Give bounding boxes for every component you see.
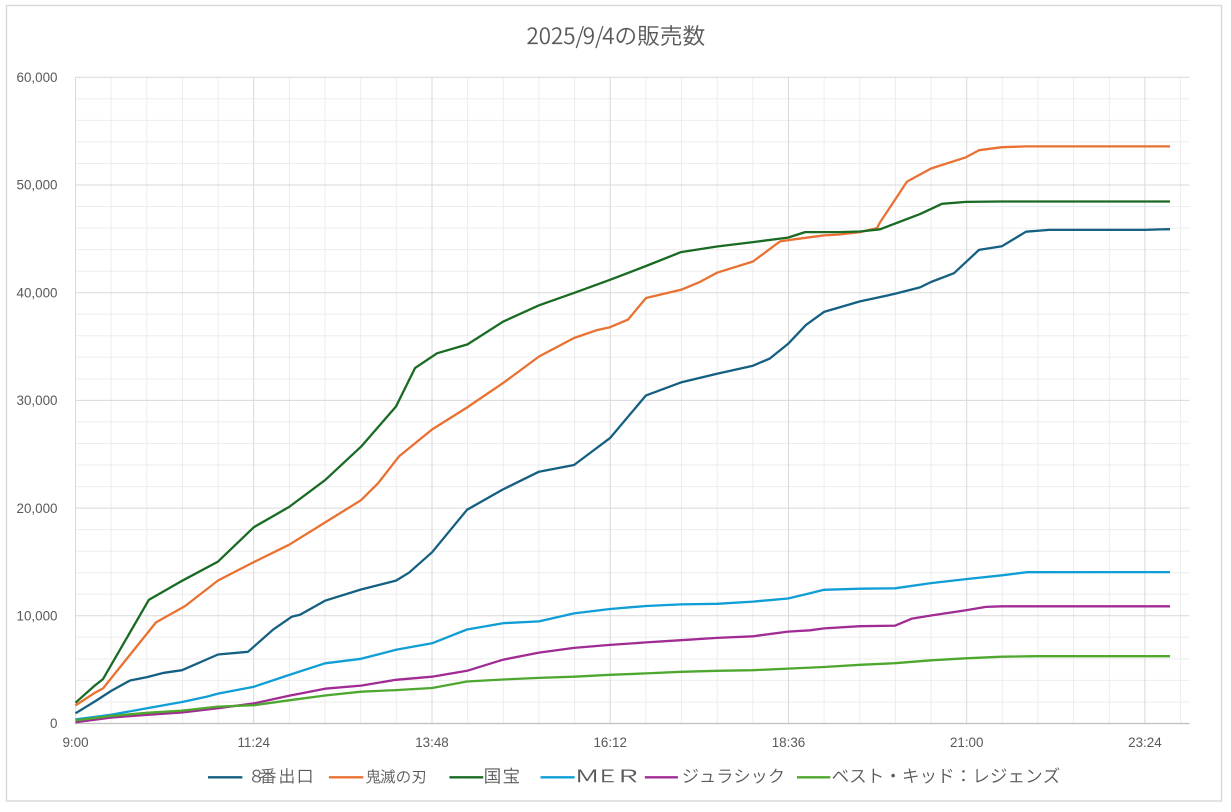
svg-text:18:36: 18:36 [772, 735, 806, 750]
svg-text:23:24: 23:24 [1128, 735, 1162, 750]
svg-text:21:00: 21:00 [950, 735, 984, 750]
svg-text:50,000: 50,000 [17, 178, 58, 193]
svg-text:40,000: 40,000 [17, 285, 58, 300]
svg-text:16:12: 16:12 [593, 735, 627, 750]
svg-text:13:48: 13:48 [415, 735, 449, 750]
svg-text:0: 0 [50, 716, 57, 731]
svg-text:10,000: 10,000 [17, 609, 58, 624]
svg-text:20,000: 20,000 [17, 501, 58, 516]
svg-text:9:00: 9:00 [62, 735, 88, 750]
svg-text:30,000: 30,000 [17, 393, 58, 408]
svg-text:11:24: 11:24 [237, 735, 270, 750]
svg-text:60,000: 60,000 [17, 70, 58, 85]
